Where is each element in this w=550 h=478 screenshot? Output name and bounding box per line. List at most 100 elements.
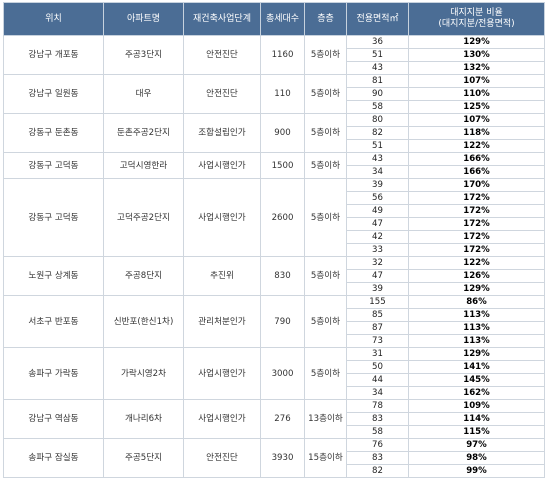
table-row: 50 141% — [4, 360, 545, 374]
table-row: 강남구 일원동 대우 안전진단 110 5층이하 81 107% — [3, 74, 545, 114]
table-row: 33 172% — [4, 243, 545, 257]
ratio-cell: 170% — [408, 178, 545, 192]
households-cell: 790 — [260, 295, 305, 348]
apartment-cell: 주공8단지 — [103, 256, 184, 296]
stage-cell: 추진위 — [183, 256, 261, 296]
header-area: 전용면적㎡ — [346, 2, 409, 36]
ratio-cell: 132% — [408, 61, 545, 75]
ratio-cell: 97% — [408, 438, 545, 452]
stage-cell: 안전진단 — [183, 35, 261, 75]
area-cell: 58 — [346, 100, 409, 114]
ratio-cell: 145% — [408, 373, 545, 387]
table-row: 강동구 고덕동 고덕주공2단지 사업시행인가 2600 5층이하 39 170% — [3, 178, 545, 257]
households-cell: 3000 — [260, 347, 305, 400]
ratio-cell: 130% — [408, 48, 545, 62]
area-cell: 155 — [346, 295, 409, 309]
bottom-cut-strip — [3, 458, 544, 468]
floors-cell: 13층이하 — [304, 399, 347, 439]
ratio-cell: 172% — [408, 230, 545, 244]
ratio-cell: 114% — [408, 412, 545, 426]
ratio-cell: 125% — [408, 100, 545, 114]
table-row: 강남구 역삼동 개나리6차 사업시행인가 276 13층이하 78 109% — [3, 399, 545, 439]
table-row: 강동구 고덕동 고덕시영한라 사업시행인가 1500 5층이하 43 166% — [3, 152, 545, 179]
apartment-cell: 개나리6차 — [103, 399, 184, 439]
area-cell: 90 — [346, 87, 409, 101]
area-cell: 51 — [346, 139, 409, 153]
header-ratio-line1: 대지지분 비율 — [450, 8, 503, 18]
stage-cell: 사업시행인가 — [183, 152, 261, 179]
apartment-cell: 주공3단지 — [103, 35, 184, 75]
header-households: 총세대수 — [260, 2, 305, 36]
area-cell: 44 — [346, 373, 409, 387]
header-ratio: 대지지분 비율 (대지지분/전용면적) — [408, 2, 545, 36]
households-cell: 2600 — [260, 178, 305, 257]
area-cell: 42 — [346, 230, 409, 244]
apartment-cell: 둔촌주공2단지 — [103, 113, 184, 153]
location-cell: 강남구 개포동 — [3, 35, 104, 75]
table-row: 서초구 반포동 신반포(한신1차) 관리처분인가 790 5층이하 155 86% — [3, 295, 545, 348]
area-cell: 87 — [346, 321, 409, 335]
table-row: 노원구 상계동 주공8단지 추진위 830 5층이하 32 122% — [3, 256, 545, 296]
apartment-cell: 신반포(한신1차) — [103, 295, 184, 348]
area-cell: 39 — [346, 178, 409, 192]
area-cell: 81 — [346, 74, 409, 88]
ratio-cell: 118% — [408, 126, 545, 140]
area-cell: 73 — [346, 334, 409, 348]
table-row: 44 145% — [4, 373, 545, 387]
area-cell: 43 — [346, 61, 409, 75]
floors-cell: 5층이하 — [304, 178, 347, 257]
stage-cell: 사업시행인가 — [183, 399, 261, 439]
apartment-cell: 대우 — [103, 74, 184, 114]
table-row: 송파구 잠실동 주공5단지 안전진단 3930 15층이하 76 97% — [3, 438, 545, 478]
households-cell: 1500 — [260, 152, 305, 179]
area-cell: 82 — [346, 126, 409, 140]
households-cell: 1160 — [260, 35, 305, 75]
apartment-cell: 고덕시영한라 — [103, 152, 184, 179]
ratio-cell: 113% — [408, 334, 545, 348]
ratio-cell: 122% — [408, 256, 545, 270]
area-cell: 31 — [346, 347, 409, 361]
apartment-cell: 고덕주공2단지 — [103, 178, 184, 257]
table-row: 82 118% — [4, 126, 545, 140]
ratio-cell: 141% — [408, 360, 545, 374]
floors-cell: 5층이하 — [304, 35, 347, 75]
area-cell: 39 — [346, 282, 409, 296]
location-cell: 송파구 가락동 — [3, 347, 104, 400]
table-body: 강남구 개포동 주공3단지 안전진단 1160 5층이하 36 129% 51 130% 43 13… — [3, 35, 545, 478]
area-cell: 49 — [346, 204, 409, 218]
ratio-cell: 166% — [408, 152, 545, 166]
ratio-cell: 166% — [408, 165, 545, 179]
floors-cell: 5층이하 — [304, 152, 347, 179]
table-row: 58 125% — [4, 100, 545, 114]
table-row: 송파구 가락동 가락시영2차 사업시행인가 3000 5층이하 31 129% — [3, 347, 545, 400]
area-cell: 32 — [346, 256, 409, 270]
ratio-cell: 109% — [408, 399, 545, 413]
area-cell: 33 — [346, 243, 409, 257]
location-cell: 강남구 역삼동 — [3, 399, 104, 439]
ratio-cell: 129% — [408, 282, 545, 296]
area-cell: 78 — [346, 399, 409, 413]
location-cell: 강동구 고덕동 — [3, 178, 104, 257]
table-row: 43 132% — [4, 61, 545, 75]
table-row: 42 172% — [4, 230, 545, 244]
area-cell: 80 — [346, 113, 409, 127]
floors-cell: 5층이하 — [304, 347, 347, 400]
stage-cell: 사업시행인가 — [183, 347, 261, 400]
floors-cell: 5층이하 — [304, 74, 347, 114]
households-cell: 830 — [260, 256, 305, 296]
ratio-cell: 172% — [408, 191, 545, 205]
header-floors: 층층 — [304, 2, 347, 36]
table-row: 56 172% — [4, 191, 545, 205]
ratio-cell: 107% — [408, 74, 545, 88]
location-cell: 서초구 반포동 — [3, 295, 104, 348]
floors-cell: 5층이하 — [304, 295, 347, 348]
area-cell: 58 — [346, 425, 409, 439]
table-row: 강동구 둔촌동 둔촌주공2단지 조합설립인가 900 5층이하 80 107% — [3, 113, 545, 153]
table-row: 강남구 개포동 주공3단지 안전진단 1160 5층이하 36 129% — [3, 35, 545, 75]
stage-cell: 조합설립인가 — [183, 113, 261, 153]
stage-cell: 관리처분인가 — [183, 295, 261, 348]
apartment-cell: 가락시영2차 — [103, 347, 184, 400]
ratio-cell: 129% — [408, 347, 545, 361]
header-ratio-line2: (대지지분/전용면적) — [438, 19, 515, 29]
location-cell: 강남구 일원동 — [3, 74, 104, 114]
